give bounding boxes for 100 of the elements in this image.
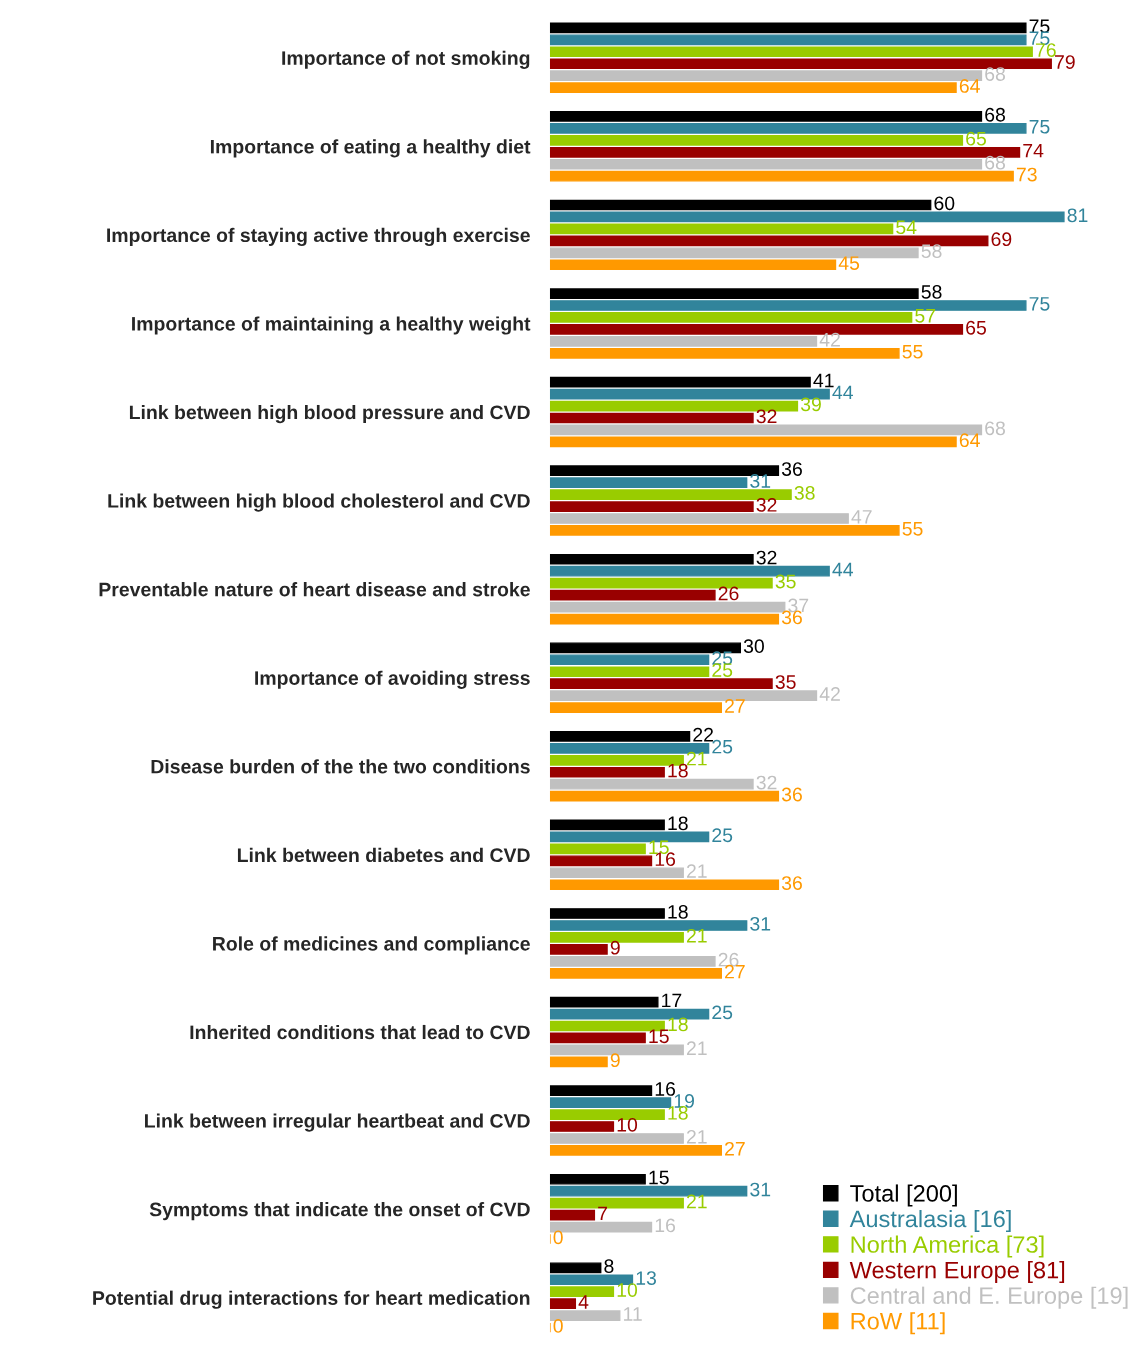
bar: [549, 1097, 672, 1108]
y-tick-label: Preventable nature of heart disease and stroke: [99, 582, 530, 597]
data-label: 60: [934, 196, 955, 211]
bar: [549, 34, 1027, 46]
bar: [549, 1310, 621, 1321]
bar: [549, 867, 684, 879]
bar: [549, 336, 818, 347]
data-label: 25: [712, 739, 733, 754]
data-label: 25: [712, 651, 733, 665]
data-label: 75: [1029, 297, 1050, 311]
data-label: 16: [655, 1218, 676, 1233]
data-label: 15: [649, 840, 669, 855]
bar: [549, 843, 646, 855]
y-tick-label: Importance of not smoking: [282, 50, 530, 69]
bar: [549, 702, 722, 713]
bar: [549, 1298, 577, 1310]
data-label: 68: [985, 67, 1005, 81]
data-label: 21: [686, 1194, 707, 1209]
data-label: 26: [718, 586, 739, 601]
bar: [549, 288, 919, 299]
data-label: 18: [668, 1106, 688, 1120]
data-label: 16: [655, 1082, 676, 1096]
data-label: 32: [756, 409, 777, 424]
data-label: 38: [794, 486, 815, 500]
data-label: 55: [902, 522, 923, 536]
bar: [549, 790, 780, 802]
data-label: 15: [649, 1170, 669, 1185]
data-label: 0: [553, 1319, 563, 1333]
bar: [549, 553, 754, 565]
data-label: 57: [915, 309, 936, 323]
data-label: 27: [725, 699, 745, 713]
data-label: 39: [800, 397, 821, 412]
bar: [549, 1133, 684, 1144]
bar: [549, 920, 748, 931]
bar: [549, 259, 837, 271]
data-label: 75: [1029, 31, 1050, 46]
bar: [549, 412, 754, 424]
bar: [549, 525, 900, 536]
bar: [549, 908, 665, 919]
y-tick-label: Link between irregular heartbeat and CVD: [145, 1113, 530, 1132]
y-tick-label: Importance of staying active through exercise: [107, 227, 530, 247]
y-tick-label: Symptoms that indicate the onset of CVD: [149, 1202, 530, 1221]
data-label: 65: [966, 320, 986, 335]
bar: [549, 1262, 602, 1274]
data-label: 13: [636, 1271, 656, 1285]
data-label: 35: [775, 574, 796, 589]
data-label: 21: [686, 928, 707, 943]
data-label: 68: [985, 155, 1005, 170]
data-label: 9: [610, 1053, 620, 1068]
data-label: 36: [781, 462, 802, 476]
data-label: 42: [819, 332, 840, 347]
bar: [549, 1145, 722, 1156]
data-label: 74: [1023, 143, 1044, 158]
data-label: 65: [966, 131, 986, 146]
data-label: 73: [1016, 167, 1037, 182]
data-label: 21: [686, 864, 707, 878]
data-label: 55: [902, 344, 923, 359]
bar: [549, 489, 792, 500]
data-label: 75: [1029, 120, 1050, 134]
bar: [549, 82, 957, 93]
bar: [549, 967, 722, 979]
y-tick-label: Role of medicines and compliance: [213, 936, 530, 955]
data-label: 79: [1055, 55, 1075, 69]
data-label: 18: [668, 904, 688, 919]
bar: [549, 477, 748, 488]
data-label: 19: [674, 1094, 695, 1108]
bar: [549, 996, 659, 1008]
data-label: 8: [604, 1259, 614, 1274]
data-label: 35: [775, 675, 796, 689]
bar: [549, 819, 665, 831]
data-label: 21: [686, 751, 707, 766]
bar: [549, 501, 754, 512]
y-tick-label: Link between diabetes and CVD: [237, 847, 530, 863]
y-tick-label: Importance of avoiding stress: [255, 670, 530, 689]
data-label: 25: [712, 828, 733, 843]
data-label: 16: [655, 852, 676, 867]
data-label: 15: [649, 1029, 669, 1044]
y-tick-label: Importance of eating a healthy diet: [210, 139, 531, 158]
y-tick-label: Disease burden of the the two conditions: [151, 759, 530, 774]
bar: [549, 300, 1027, 311]
bar: [549, 666, 710, 678]
bar: [549, 731, 691, 742]
data-label: 54: [896, 220, 917, 235]
bar: [549, 46, 1033, 58]
data-label: 4: [578, 1295, 589, 1309]
data-label: 81: [1067, 208, 1088, 223]
data-label: 10: [617, 1283, 638, 1297]
legend-label: Australasia [16]: [849, 1209, 1011, 1232]
data-label: 45: [838, 256, 860, 270]
bar: [549, 223, 894, 235]
data-label: 58: [921, 244, 942, 259]
data-label: 44: [832, 562, 853, 577]
bar: [549, 1085, 653, 1096]
data-label: 69: [991, 232, 1012, 247]
bar: [549, 158, 983, 170]
data-label: 42: [819, 687, 840, 701]
data-label: 22: [693, 727, 713, 742]
bar: [549, 134, 964, 146]
data-label: 21: [686, 1129, 707, 1144]
data-label: 64: [959, 433, 980, 448]
